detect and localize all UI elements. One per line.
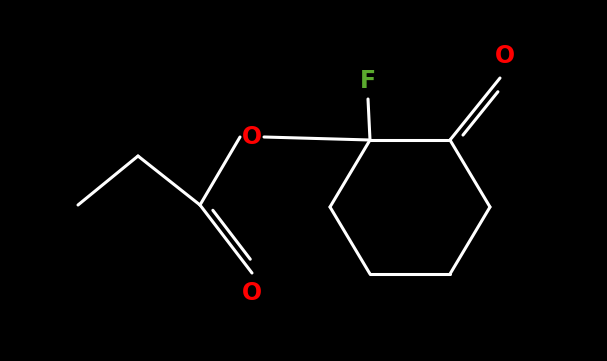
Text: O: O — [495, 44, 515, 68]
Text: O: O — [242, 281, 262, 305]
Text: O: O — [242, 125, 262, 149]
Text: F: F — [360, 69, 376, 93]
